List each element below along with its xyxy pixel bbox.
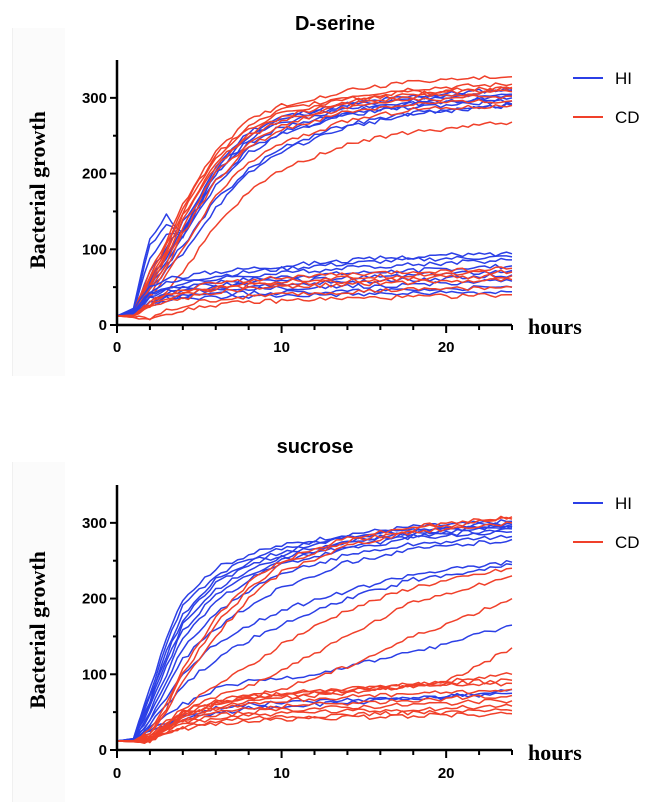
chart2-series-cd-30 [116, 711, 513, 744]
chart2-y-axis-label: Bacterial growth [25, 551, 50, 709]
chart1-y-tick-label-0: 0 [99, 317, 107, 334]
chart1-series-cd-9 [116, 75, 513, 317]
chart1-series-cd-16 [116, 104, 513, 317]
chart2-x-axis-label: hours [528, 740, 582, 765]
chart2-y-tick-label-200: 200 [82, 591, 107, 608]
chart1-series-cd-10 [116, 82, 513, 317]
chart1-series-hi-21 [116, 263, 513, 317]
chart1-title: D-serine [295, 13, 375, 35]
chart1-series-hi-8 [116, 94, 513, 317]
chart2-series-hi-7 [116, 530, 513, 742]
chart2-series-cd-25 [116, 688, 513, 744]
chart1-y-axis-label: Bacterial growth [25, 111, 50, 269]
chart1-series-cd-30 [117, 277, 513, 317]
panel-background-top [12, 28, 65, 376]
chart1-series-cd-17 [116, 121, 513, 317]
chart1-series-hi-24 [116, 278, 513, 317]
chart2-y-tick-label-0: 0 [99, 742, 107, 759]
chart1-series-cd-14 [116, 94, 513, 317]
chart2-x-tick-label-10: 10 [273, 765, 290, 782]
chart2-series-cd-18 [117, 567, 513, 742]
chart2-series-hi-11 [117, 563, 513, 742]
chart2-series-cd-24 [116, 681, 513, 743]
chart2-series-cd-15 [117, 515, 513, 742]
chart2-x-tick-label-20: 20 [438, 765, 455, 782]
chart1-legend-label-cd: CD [615, 108, 640, 127]
chart1-x-tick-label-10: 10 [273, 339, 290, 356]
chart2-series-cd-16 [117, 516, 513, 742]
chart1-y-tick-label-200: 200 [82, 166, 107, 183]
chart1-x-axis-label: hours [528, 314, 582, 339]
chart2-series-hi-6 [116, 527, 513, 742]
chart2-series-cd-28 [116, 703, 513, 743]
panel-background-bottom [12, 462, 65, 802]
chart2-legend-label-hi: HI [615, 494, 632, 513]
chart1-series-hi-20 [116, 257, 513, 317]
chart2-series-hi-9 [116, 538, 513, 742]
chart2-y-tick-label-100: 100 [82, 666, 107, 683]
chart2-legend-label-cd: CD [615, 533, 640, 552]
chart2-series-hi-8 [116, 534, 513, 742]
chart2-series-cd-17 [117, 521, 513, 742]
chart2-x-tick-label-0: 0 [113, 765, 121, 782]
chart1-series-cd-15 [116, 98, 513, 317]
chart2-series-hi-2 [116, 522, 513, 742]
chart2-series-cd-23 [116, 678, 513, 743]
chart1-x-tick-label-0: 0 [113, 339, 121, 356]
chart1-series-hi-7 [116, 102, 513, 317]
chart2-series-cd-27 [116, 698, 513, 744]
chart2-title: sucrose [277, 436, 354, 458]
chart1-x-tick-label-20: 20 [438, 339, 455, 356]
chart2-series-cd-26 [116, 694, 513, 745]
chart1-legend-label-hi: HI [615, 69, 632, 88]
chart2-series-hi-12 [117, 624, 513, 742]
chart1-series-cd-27 [116, 266, 513, 317]
chart1-y-tick-label-300: 300 [82, 90, 107, 107]
chart2-y-tick-label-300: 300 [82, 515, 107, 532]
chart1-y-tick-label-100: 100 [82, 241, 107, 258]
chart1-series-cd-31 [116, 285, 513, 321]
chart2-series-cd-29 [116, 708, 513, 743]
chart1-series-cd-32 [116, 292, 513, 320]
chart1-series-cd-12 [116, 86, 513, 317]
chart1-series-hi-18 [116, 251, 513, 317]
chart1-series-hi-19 [116, 255, 513, 317]
chart2-series-cd-20 [117, 597, 513, 742]
chart1-series-cd-28 [116, 269, 513, 317]
